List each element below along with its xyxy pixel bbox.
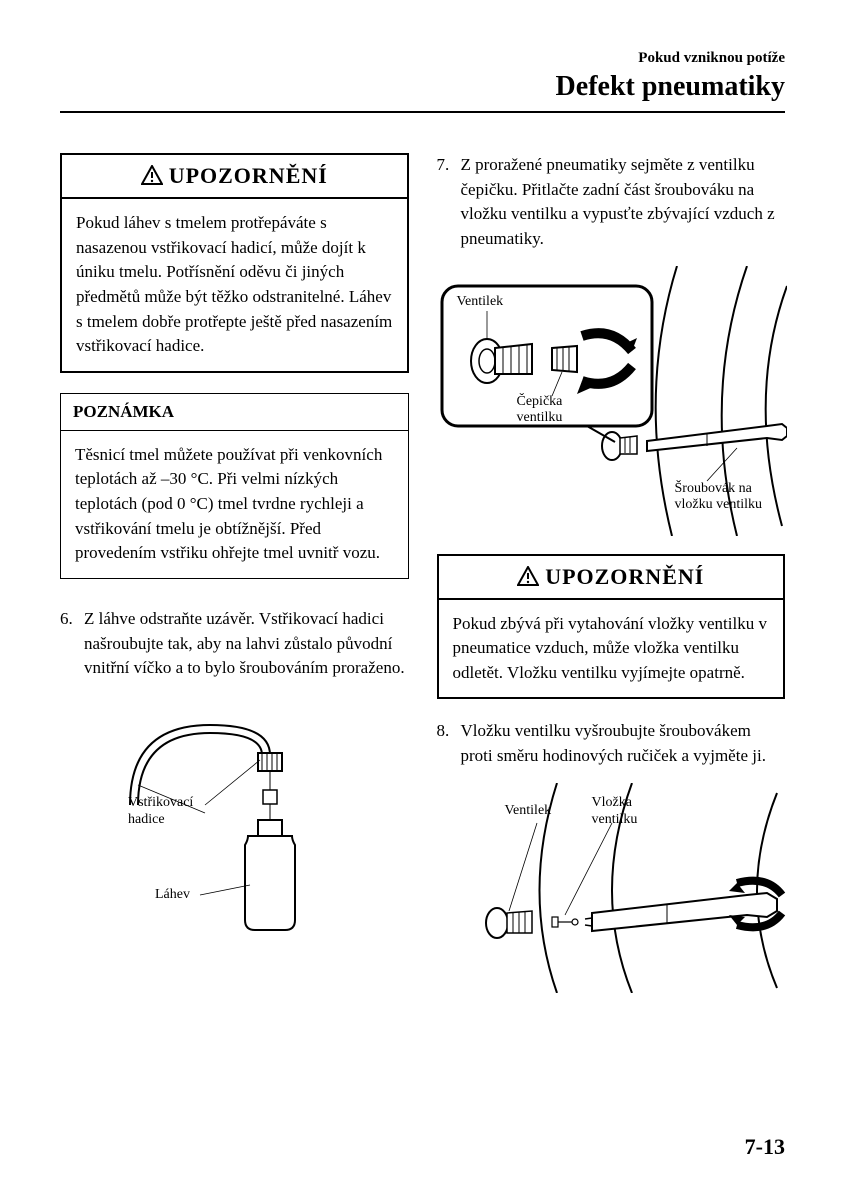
step-6-num: 6. <box>60 607 84 681</box>
label-valve-inset: Ventilek <box>457 294 504 311</box>
warning-body-1: Pokud láhev s tmelem protřepáváte s nasa… <box>62 199 407 371</box>
diagram-valve-core: Ventilek Vložka ventilku <box>437 783 786 993</box>
warning-heading-text-2: UPOZORNĚNÍ <box>545 564 704 589</box>
content-columns: UPOZORNĚNÍ Pokud láhev s tmelem protřepá… <box>60 153 785 1011</box>
label-hose: Vstřikovací hadice <box>128 795 208 829</box>
warning-body-2: Pokud zbývá při vytahování vložky ventil… <box>439 600 784 698</box>
note-body: Těsnicí tmel můžete používat při venkovn… <box>61 431 408 578</box>
label-core: Vložka ventilku <box>592 795 662 829</box>
label-tool: Šroubovák na vložku ventilku <box>675 481 785 515</box>
label-bottle: Láhev <box>155 887 190 904</box>
note-heading: POZNÁMKA <box>61 394 408 431</box>
step-7-num: 7. <box>437 153 461 252</box>
note-box: POZNÁMKA Těsnicí tmel můžete používat př… <box>60 393 409 579</box>
step-7-text: Z proražené pneumatiky sejměte z ventilk… <box>461 153 786 252</box>
warning-icon <box>517 566 539 586</box>
header-title: Defekt pneumatiky <box>60 71 785 103</box>
step-7: 7. Z proražené pneumatiky sejměte z vent… <box>437 153 786 252</box>
page-number: 7-13 <box>745 1134 785 1160</box>
step-8-text: Vložku ventilku vyšroubujte šroubovákem … <box>461 719 786 768</box>
label-cap-inset: Čepička ventilku <box>517 394 587 428</box>
step-8-num: 8. <box>437 719 461 768</box>
right-column: 7. Z proražené pneumatiky sejměte z vent… <box>437 153 786 1011</box>
warning-heading-1: UPOZORNĚNÍ <box>62 155 407 199</box>
warning-box-1: UPOZORNĚNÍ Pokud láhev s tmelem protřepá… <box>60 153 409 373</box>
label-valve-2: Ventilek <box>505 803 552 820</box>
step-8: 8. Vložku ventilku vyšroubujte šroubovák… <box>437 719 786 768</box>
diagram-valve-cap: Ventilek Čepička ventilku Šroubovák na v… <box>437 266 786 536</box>
warning-heading-2: UPOZORNĚNÍ <box>439 556 784 600</box>
header-subtitle: Pokud vzniknou potíže <box>60 50 785 67</box>
step-6: 6. Z láhve odstraňte uzávěr. Vstřikovací… <box>60 607 409 681</box>
left-column: UPOZORNĚNÍ Pokud láhev s tmelem protřepá… <box>60 153 409 1011</box>
warning-box-2: UPOZORNĚNÍ Pokud zbývá při vytahování vl… <box>437 554 786 700</box>
step-6-text: Z láhve odstraňte uzávěr. Vstřikovací ha… <box>84 607 409 681</box>
page-header: Pokud vzniknou potíže Defekt pneumatiky <box>60 50 785 113</box>
diagram-bottle-svg <box>60 695 400 945</box>
warning-icon <box>141 165 163 185</box>
diagram-bottle-hose: Vstřikovací hadice Láhev <box>60 695 409 945</box>
warning-heading-text-1: UPOZORNĚNÍ <box>169 163 328 188</box>
